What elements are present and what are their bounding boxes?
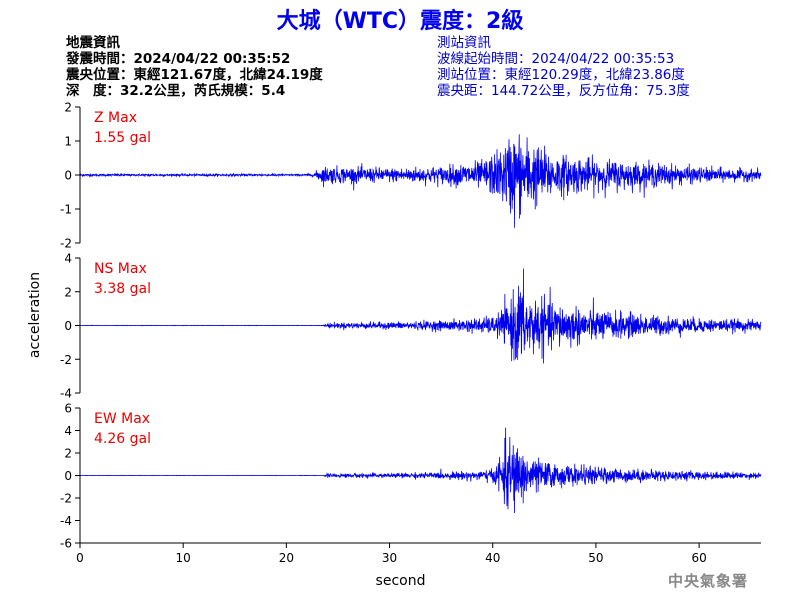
y-tick-label-z: 1 [64, 135, 72, 149]
quake-info: 地震資訊 發震時間：2024/04/22 00:35:52 震央位置：東經121… [66, 35, 323, 99]
chart-title: 大城（WTC）震度：2級 [276, 9, 524, 34]
max-value-z: 1.55 gal [94, 130, 151, 146]
x-tick-label: 50 [588, 551, 603, 565]
x-tick-label: 0 [76, 551, 84, 565]
y-tick-label-ew: -2 [60, 492, 72, 506]
station-location: 測站位置：東經120.29度，北緯23.86度 [437, 67, 685, 83]
max-value-ew: 4.26 gal [94, 431, 151, 447]
y-axis-label: acceleration [27, 271, 43, 359]
station-info-heading: 測站資訊 [437, 35, 491, 51]
x-tick-label: 10 [176, 551, 191, 565]
y-tick-label-z: 0 [64, 169, 72, 183]
max-value-ns: 3.38 gal [94, 281, 151, 297]
quake-info-heading: 地震資訊 [66, 35, 120, 51]
x-tick-label: 30 [382, 551, 397, 565]
max-label-z: Z Max [94, 110, 137, 126]
x-axis-label: second [376, 573, 426, 589]
y-tick-label-ew: 2 [64, 447, 72, 461]
y-tick-label-ns: -2 [60, 353, 72, 367]
y-tick-label-ew: 0 [64, 469, 72, 483]
y-tick-label-z: -2 [60, 237, 72, 251]
agency-footer: 中央氣象署 [667, 572, 748, 590]
max-label-ew: EW Max [94, 411, 150, 427]
quake-epicenter: 震央位置：東經121.67度，北緯24.19度 [66, 67, 323, 83]
station-info: 測站資訊 波線起始時間：2024/04/22 00:35:53 測站位置：東經1… [437, 35, 690, 99]
y-tick-label-ew: 6 [64, 402, 72, 416]
trace-z [79, 134, 762, 228]
trace-ew [79, 427, 762, 513]
x-tick-label: 20 [279, 551, 294, 565]
y-axis-label-wrap: acceleration [20, 272, 50, 358]
quake-depth-magnitude: 深 度：32.2公里，芮氏規模：5.4 [66, 83, 286, 99]
y-tick-label-ew: -6 [60, 537, 72, 551]
max-label-ns: NS Max [94, 261, 147, 277]
wave-start-time: 波線起始時間：2024/04/22 00:35:53 [437, 51, 675, 67]
epicentral-distance: 震央距：144.72公里，反方位角：75.3度 [437, 83, 690, 99]
y-tick-label-ns: 0 [64, 319, 72, 333]
y-tick-label-z: 2 [64, 101, 72, 115]
y-tick-label-ns: 2 [64, 285, 72, 299]
y-tick-label-z: -1 [60, 203, 72, 217]
y-tick-label-ns: 4 [64, 252, 72, 266]
x-tick-label: 60 [691, 551, 706, 565]
trace-ns [79, 268, 762, 364]
y-tick-label-ns: -4 [60, 387, 72, 401]
quake-time: 發震時間：2024/04/22 00:35:52 [66, 51, 291, 67]
x-tick-label: 40 [485, 551, 500, 565]
y-tick-label-ew: 4 [64, 424, 72, 438]
y-tick-label-ew: -4 [60, 514, 72, 528]
